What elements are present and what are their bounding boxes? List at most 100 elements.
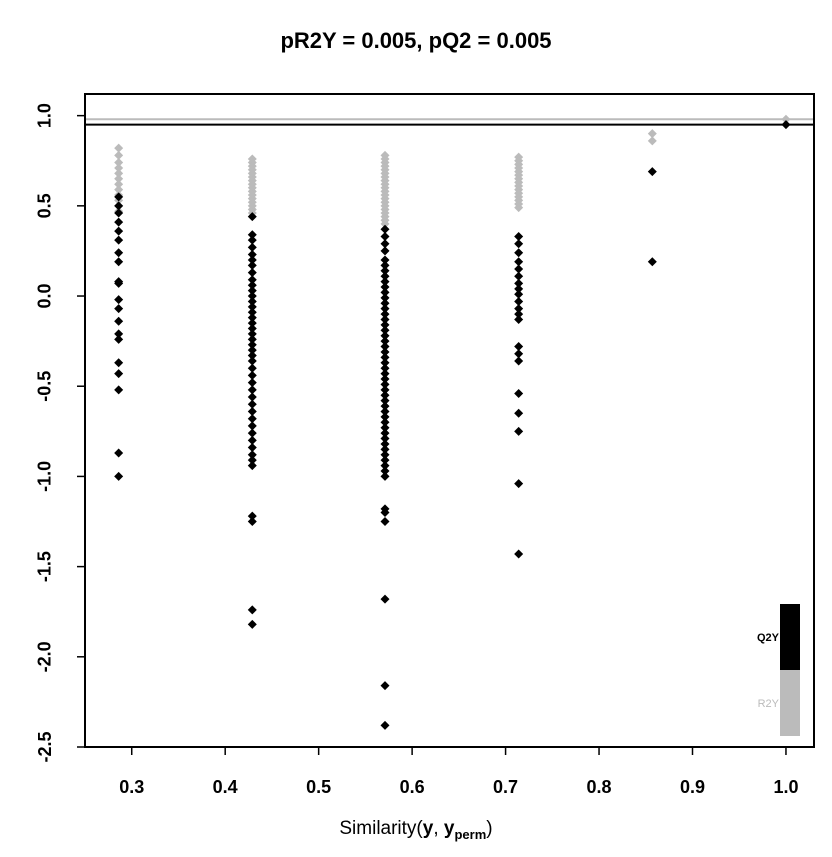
q2y-point: [380, 325, 390, 335]
q2y-point: [380, 304, 390, 314]
q2y-point: [380, 347, 390, 357]
q2y-point: [114, 192, 124, 202]
q2y-point: [114, 471, 124, 481]
r2y-point: [114, 174, 124, 184]
q2y-point: [514, 479, 524, 489]
q2y-point: [380, 293, 390, 303]
q2y-point: [380, 309, 390, 319]
q2y-point: [380, 412, 390, 422]
q2y-point: [114, 217, 124, 227]
q2y-point: [114, 295, 124, 305]
q2y-point: [247, 511, 257, 521]
q2y-point: [247, 605, 257, 615]
q2y-point: [247, 255, 257, 265]
legend-q2y-label: Q2Y: [757, 632, 780, 644]
q2y-point: [380, 352, 390, 362]
r2y-point: [114, 163, 124, 173]
q2y-point: [380, 450, 390, 460]
q2y-point: [247, 242, 257, 252]
q2y-point: [380, 385, 390, 395]
x-tick-label: 0.3: [119, 777, 144, 797]
q2y-point: [247, 450, 257, 460]
q2y-point: [380, 246, 390, 256]
q2y-point: [514, 408, 524, 418]
q2y-point: [247, 406, 257, 416]
q2y-point: [114, 257, 124, 267]
q2y-point: [247, 351, 257, 361]
q2y-point: [114, 201, 124, 211]
q2y-point: [380, 369, 390, 379]
x-axis-label: Similarity(y, yperm): [339, 818, 493, 842]
r2y-point: [380, 219, 390, 229]
q2y-point: [247, 324, 257, 334]
q2y-point: [380, 232, 390, 242]
q2y-point: [247, 334, 257, 344]
legend-r2y-label: R2Y: [758, 698, 780, 710]
q2y-point: [114, 334, 124, 344]
q2y-point: [247, 291, 257, 301]
q2y-point: [247, 313, 257, 323]
q2y-point: [247, 260, 257, 270]
q2y-point: [514, 426, 524, 436]
plot-frame: [84, 93, 815, 748]
q2y-point: [380, 390, 390, 400]
q2y-point: [514, 356, 524, 366]
q2y-point: [114, 304, 124, 314]
x-tick-label: 0.7: [493, 777, 518, 797]
q2y-point: [781, 120, 791, 130]
q2y-point: [247, 455, 257, 465]
q2y-point: [380, 594, 390, 604]
q2y-point: [380, 298, 390, 308]
q2y-point: [380, 358, 390, 368]
q2y-point: [247, 461, 257, 471]
q2y-point: [247, 517, 257, 527]
chart-title: pR2Y = 0.005, pQ2 = 0.005: [280, 28, 552, 53]
q2y-point: [247, 363, 257, 373]
x-tick-label: 1.0: [773, 777, 798, 797]
y-tick-label: 0.5: [35, 193, 55, 218]
q2y-point: [114, 248, 124, 258]
q2y-point: [247, 212, 257, 222]
q2y-point: [380, 401, 390, 411]
r2y-point: [114, 168, 124, 178]
y-tick-label: -1.0: [35, 461, 55, 492]
q2y-point: [247, 318, 257, 328]
q2y-point: [114, 448, 124, 458]
q2y-point: [247, 392, 257, 402]
q2y-point: [380, 342, 390, 352]
q2y-point: [380, 314, 390, 324]
q2y-point: [514, 549, 524, 559]
q2y-point: [380, 374, 390, 384]
q2y-point: [380, 266, 390, 276]
q2y-point: [380, 455, 390, 465]
q2y-point: [380, 720, 390, 730]
q2y-point: [514, 314, 524, 324]
q2y-point: [380, 287, 390, 297]
q2y-point: [247, 443, 257, 453]
q2y-point: [247, 302, 257, 312]
q2y-point: [514, 239, 524, 249]
q2y-point: [247, 385, 257, 395]
q2y-point: [247, 378, 257, 388]
q2y-point: [380, 466, 390, 476]
q2y-point: [514, 289, 524, 299]
q2y-point: [380, 363, 390, 373]
q2y-point: [514, 271, 524, 281]
y-tick-label: -0.5: [35, 371, 55, 402]
q2y-point: [380, 277, 390, 287]
q2y-point: [247, 268, 257, 278]
q2y-point: [247, 356, 257, 366]
q2y-point: [247, 421, 257, 431]
q2y-point: [380, 260, 390, 270]
q2y-point: [247, 435, 257, 445]
r2y-point: [647, 129, 657, 139]
q2y-point: [114, 329, 124, 339]
q2y-point: [247, 230, 257, 240]
q2y-point: [514, 284, 524, 294]
r2y-point: [114, 158, 124, 168]
q2y-point: [514, 278, 524, 288]
q2y-point: [380, 434, 390, 444]
legend-q2y-swatch: [780, 604, 800, 670]
q2y-point: [380, 320, 390, 330]
q2y-point: [247, 345, 257, 355]
